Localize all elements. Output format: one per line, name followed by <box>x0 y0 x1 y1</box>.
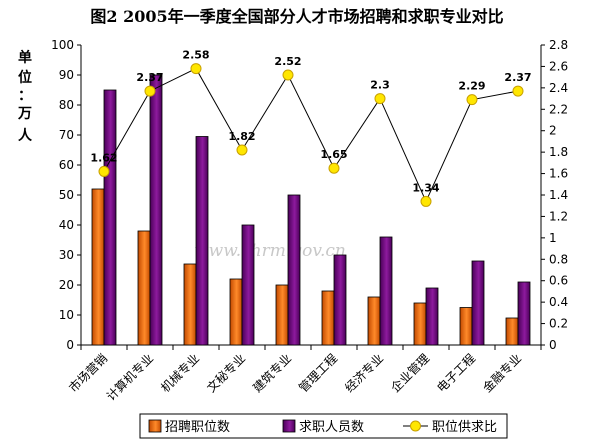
y-tick-label-left: 60 <box>59 158 74 172</box>
y-tick-label-right: 0.6 <box>549 274 568 288</box>
bar-recruit <box>91 188 105 346</box>
y-tick-label-right: 1.6 <box>549 167 568 181</box>
y-axis-unit-label: 单位 ： 万人 <box>17 49 33 144</box>
unit-char: ： <box>18 88 32 104</box>
y-tick-label-right: 2.6 <box>549 59 568 73</box>
bar-recruit <box>321 290 335 346</box>
legend-box <box>139 413 508 439</box>
bar-applicant <box>517 281 531 346</box>
ratio-point <box>512 85 524 97</box>
y-tick-label-left: 80 <box>59 98 74 112</box>
ratio-line <box>103 67 519 203</box>
y-tick-label-right: 0 <box>549 338 557 352</box>
category-label: 建筑专业 <box>250 351 295 396</box>
bar-applicant <box>103 89 117 346</box>
bar-applicant <box>195 136 209 346</box>
bar-applicant <box>333 254 347 346</box>
y-tick-label-right: 0.4 <box>549 295 568 309</box>
bar-recruit <box>413 302 427 346</box>
bar-recruit <box>505 317 519 346</box>
y-tick-label-left: 100 <box>51 38 74 52</box>
category-label: 管理工程 <box>296 351 341 396</box>
ratio-data-label: 1.82 <box>228 130 255 143</box>
bar-applicant <box>425 287 439 346</box>
y-tick-label-right: 2 <box>549 124 557 138</box>
category-label: 市场营销 <box>66 351 111 396</box>
ratio-data-label: 1.65 <box>320 148 347 161</box>
y-tick-label-left: 0 <box>66 338 74 352</box>
ratio-point <box>282 69 294 81</box>
ratio-data-label: 2.58 <box>182 49 209 62</box>
category-label: 经济专业 <box>342 351 387 396</box>
ratio-data-label: 2.37 <box>504 71 531 84</box>
axes: 0 10 20 30 40 50 60 70 80 90 100 0 0.2 0.4 0.6 0.8 1 1.2 1… <box>51 38 568 352</box>
y-tick-label-right: 1.8 <box>549 145 568 159</box>
legend-label-recruit: 招聘职位数 <box>165 420 230 435</box>
category-label: 企业管理 <box>388 351 433 396</box>
bar-applicant <box>241 224 255 346</box>
watermark: www.chrm.gov.cn <box>194 241 346 261</box>
unit-char: 人 <box>18 127 33 144</box>
bar-recruit <box>275 284 289 346</box>
y-tick-label-right: 2.2 <box>549 102 568 116</box>
y-tick-label-right: 0.8 <box>549 252 568 266</box>
y-tick-label-right: 0.2 <box>549 317 568 331</box>
bar-recruit <box>367 296 381 346</box>
bar-recruit <box>137 230 151 346</box>
ratio-point <box>144 85 156 97</box>
ratio-data-label: 2.37 <box>136 71 163 84</box>
bar-applicant <box>149 74 163 346</box>
bar-recruit <box>459 307 473 346</box>
y-tick-label-left: 90 <box>59 68 74 82</box>
ratio-point <box>236 144 248 156</box>
ratio-data-label: 2.3 <box>370 79 390 92</box>
legend: 招聘职位数 求职人员数 职位供求比 <box>139 413 508 439</box>
chart-title: 图2 2005年一季度全国部分人才市场招聘和求职专业对比 <box>90 7 503 26</box>
legend-swatch-applicant <box>282 419 296 433</box>
ratio-point <box>190 63 202 75</box>
category-label: 文秘专业 <box>204 351 249 396</box>
ratio-point <box>420 195 432 207</box>
y-tick-label-right: 1.2 <box>549 209 568 223</box>
y-tick-label-right: 2.8 <box>549 38 568 52</box>
ratio-data-label: 2.29 <box>458 80 485 93</box>
legend-label-applicant: 求职人员数 <box>299 420 364 435</box>
legend-swatch-recruit <box>148 419 162 433</box>
y-tick-label-left: 70 <box>59 128 74 142</box>
ratio-point <box>328 162 340 174</box>
category-label: 金融专业 <box>480 351 525 396</box>
category-label: 电子工程 <box>434 351 479 396</box>
bar-recruit <box>183 263 197 346</box>
y-tick-label-right: 1.4 <box>549 188 568 202</box>
bar-series <box>91 74 531 346</box>
y-tick-label-left: 30 <box>59 248 74 262</box>
ratio-line-series: 1.62 2.37 2.58 1.82 2.52 1.65 2.3 1.34 2.29 2.37 <box>90 49 532 207</box>
bar-recruit <box>229 278 243 346</box>
bar-applicant <box>287 194 301 346</box>
ratio-data-label: 1.34 <box>412 181 439 194</box>
legend-marker-ratio <box>410 420 421 432</box>
legend-label-ratio: 职位供求比 <box>432 420 497 435</box>
y-tick-label-left: 40 <box>59 218 74 232</box>
y-tick-label-right: 2.4 <box>549 81 568 95</box>
y-tick-label-left: 10 <box>59 308 74 322</box>
ratio-data-label: 1.62 <box>90 151 117 164</box>
category-label: 计算机专业 <box>103 351 156 404</box>
unit-char: 万 <box>17 106 32 122</box>
unit-char: 单 <box>18 49 32 66</box>
ratio-point <box>98 165 110 177</box>
ratio-point <box>466 94 478 106</box>
bar-applicant <box>379 236 393 346</box>
category-label: 机械专业 <box>158 351 203 396</box>
ratio-point <box>374 93 386 105</box>
unit-char: 位 <box>18 69 32 86</box>
y-tick-label-left: 20 <box>59 278 74 292</box>
bar-applicant <box>471 260 485 346</box>
y-tick-label-left: 50 <box>59 188 74 202</box>
y-tick-label-right: 1 <box>549 231 557 245</box>
ratio-data-label: 2.52 <box>274 55 301 68</box>
